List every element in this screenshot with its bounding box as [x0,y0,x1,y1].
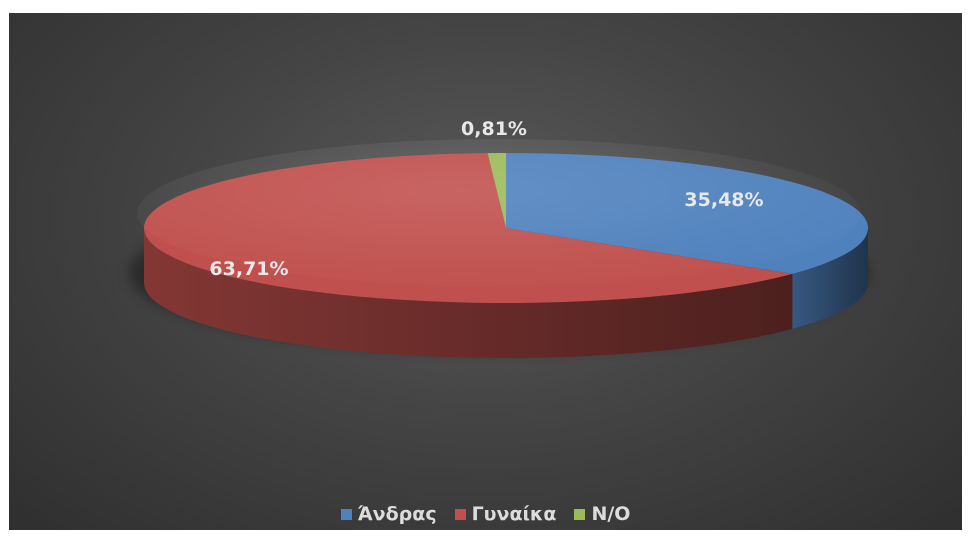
legend-swatch-2 [574,508,586,520]
legend-label-0: Άνδρας [357,503,437,525]
legend-item-2: N/O [574,503,630,525]
legend-label-2: N/O [591,503,631,525]
legend: Άνδρας Γυναίκα N/O [9,503,962,525]
data-label-2: 0,81% [461,118,527,140]
legend-swatch-1 [454,508,466,520]
data-label-1: 63,71% [209,258,288,280]
legend-item-1: Γυναίκα [454,503,557,525]
legend-swatch-0 [340,508,352,520]
data-label-0: 35,48% [684,189,763,211]
chart-area: 35,48% 63,71% 0,81% Άνδρας Γυναίκα N/O [9,13,962,530]
legend-item-0: Άνδρας [340,503,437,525]
pie-chart: 35,48% 63,71% 0,81% [129,118,869,358]
legend-label-1: Γυναίκα [471,503,557,525]
slice-side-shade-1 [144,228,793,358]
